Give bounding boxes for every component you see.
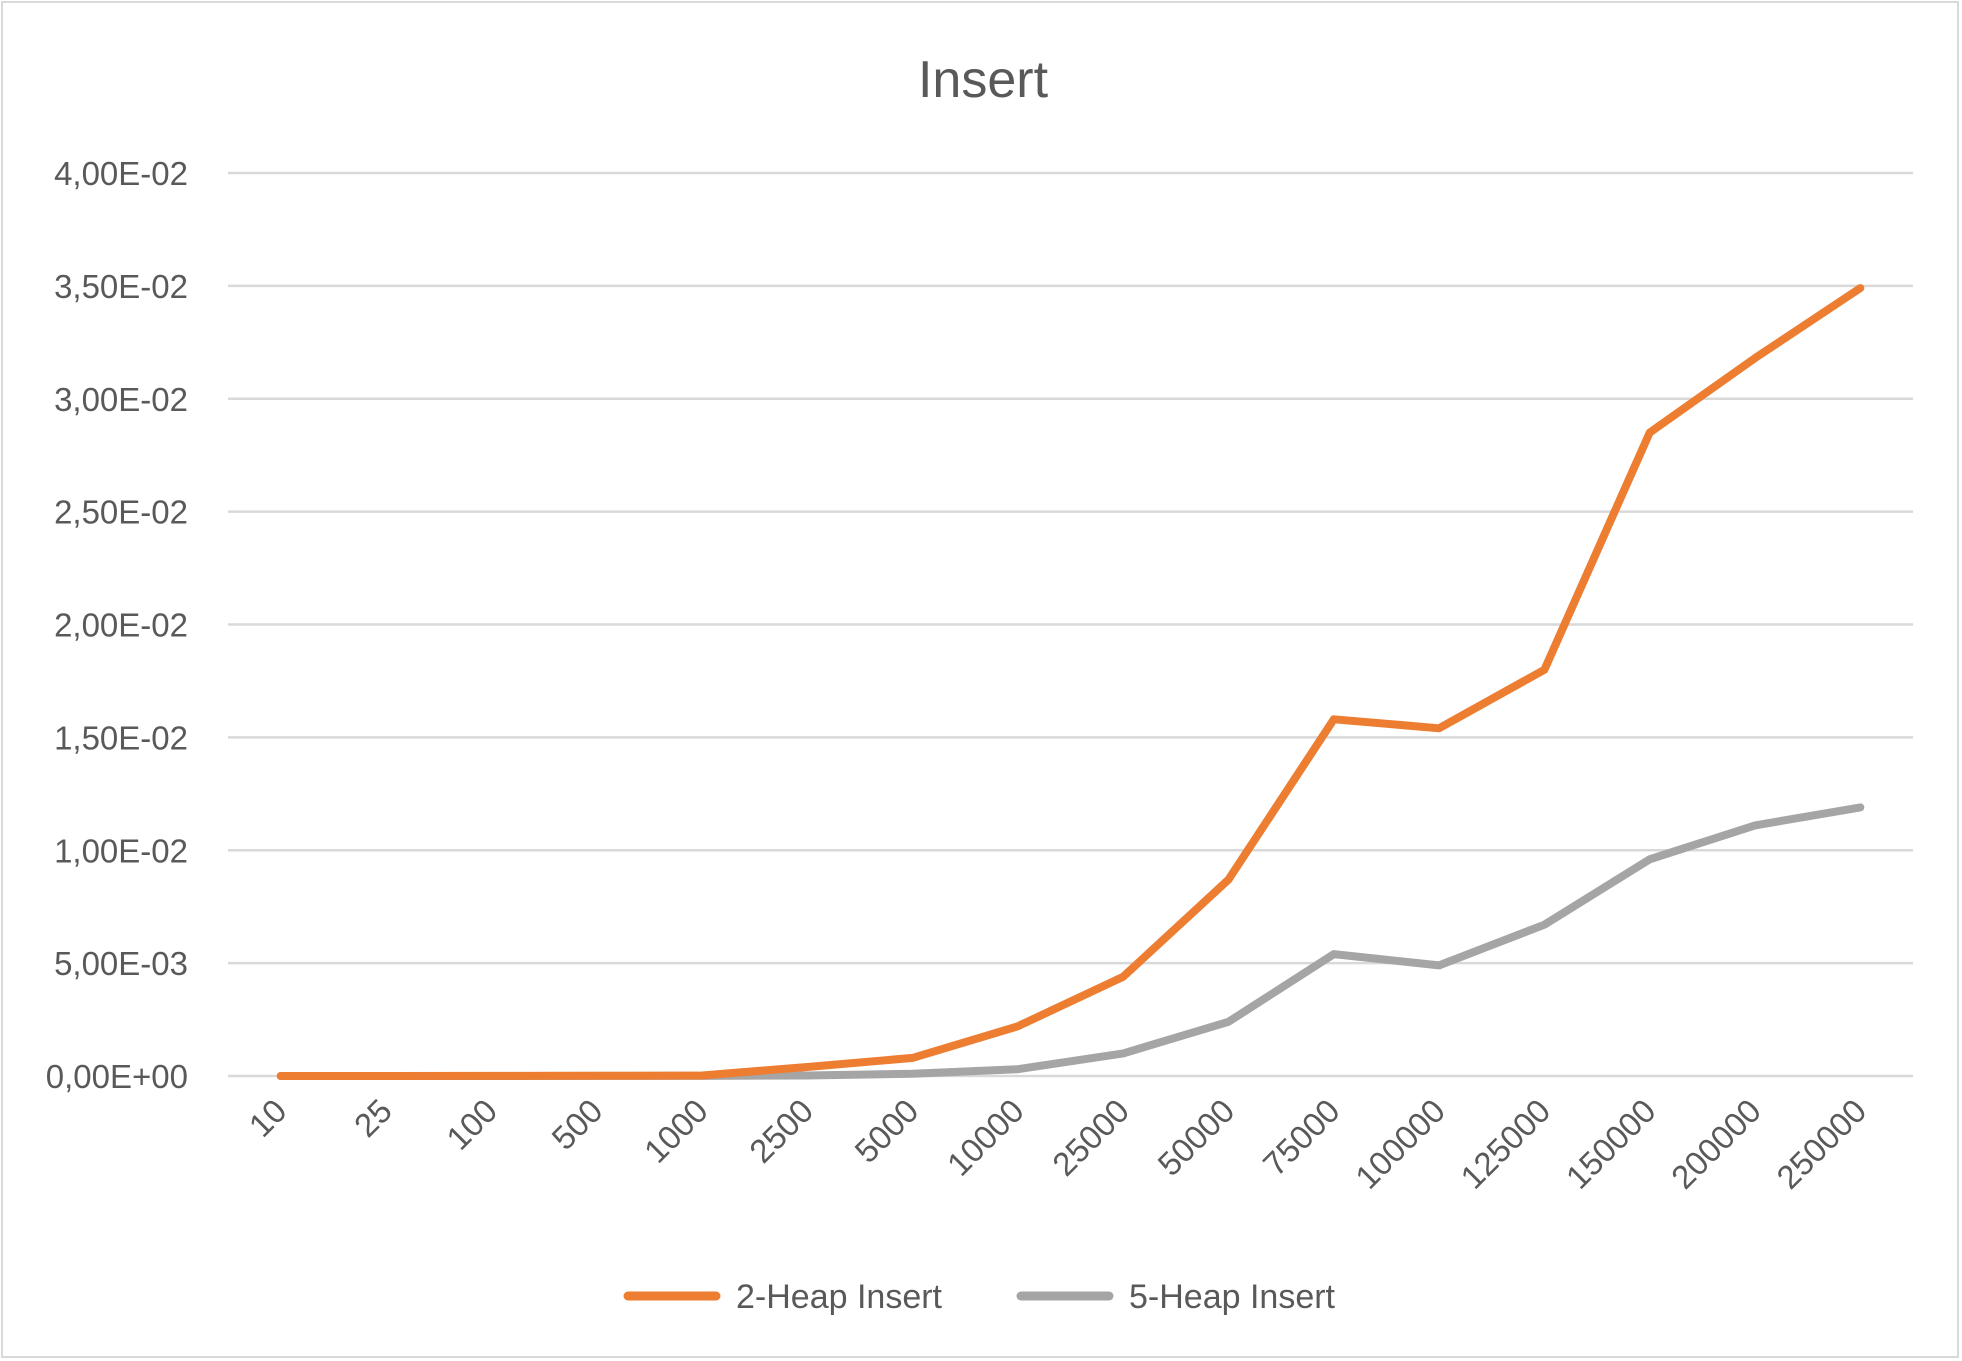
x-tick-label: 125000 (1453, 1092, 1557, 1196)
x-tick-label: 250000 (1769, 1092, 1873, 1196)
legend: 2-Heap Insert 5-Heap Insert (623, 1278, 1336, 1316)
x-tick-label: 150000 (1559, 1092, 1663, 1196)
x-tick-label: 100000 (1348, 1092, 1452, 1196)
y-tick-label: 2,50E-02 (54, 494, 188, 531)
y-tick-label: 0,00E+00 (46, 1058, 188, 1095)
y-axis-tick-labels: 0,00E+00 5,00E-03 1,00E-02 1,50E-02 2,00E-02… (46, 155, 188, 1095)
x-tick-label: 5000 (847, 1092, 925, 1170)
x-tick-label: 1000 (637, 1092, 715, 1170)
y-tick-label: 5,00E-03 (54, 945, 188, 982)
x-tick-label: 50000 (1150, 1092, 1241, 1183)
y-tick-label: 1,00E-02 (54, 832, 188, 869)
x-tick-label: 10 (241, 1092, 293, 1144)
y-tick-label: 4,00E-02 (54, 155, 188, 192)
legend-label: 2-Heap Insert (736, 1278, 943, 1316)
chart-title: Insert (918, 51, 1049, 109)
x-tick-label: 10000 (940, 1092, 1031, 1183)
gridlines (228, 171, 1913, 1078)
series-lines (276, 284, 1865, 1080)
x-tick-label: 200000 (1664, 1092, 1768, 1196)
series-line-0 (276, 284, 1865, 1080)
legend-label: 5-Heap Insert (1129, 1278, 1336, 1316)
x-axis-tick-labels: 10 25 100 500 1000 2500 5000 10000 25000 50000 750… (241, 1092, 1873, 1196)
x-tick-label: 75000 (1256, 1092, 1347, 1183)
y-tick-label: 2,00E-02 (54, 607, 188, 644)
line-chart: Insert 0,00E+00 5,00E-03 1,00E-02 1,50E-02 2… (46, 51, 1913, 1316)
x-tick-label: 25000 (1045, 1092, 1136, 1183)
x-tick-label: 25 (347, 1092, 399, 1144)
x-tick-label: 100 (439, 1092, 504, 1157)
x-tick-label: 2500 (742, 1092, 820, 1170)
x-tick-label: 500 (544, 1092, 609, 1157)
y-tick-label: 1,50E-02 (54, 719, 188, 756)
y-tick-label: 3,00E-02 (54, 381, 188, 418)
y-tick-label: 3,50E-02 (54, 268, 188, 305)
series-line-1 (276, 803, 1865, 1080)
